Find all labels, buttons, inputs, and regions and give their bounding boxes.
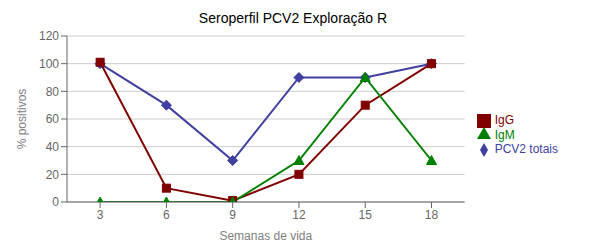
html-text:Seroperfil PCV2 Exploração R: Seroperfil PCV2 Exploração R <box>198 10 388 26</box>
svg-text:20: 20 <box>46 168 60 182</box>
svg-text:% positivos: % positivos <box>15 89 29 150</box>
html-text:IgM: IgM <box>494 127 515 142</box>
svg-text:60: 60 <box>46 112 60 126</box>
svg-text:100: 100 <box>39 57 59 71</box>
svg-text:3: 3 <box>97 208 104 222</box>
svg-text:0: 0 <box>52 195 59 209</box>
svg-text:80: 80 <box>46 85 60 99</box>
svg-text:Semanas de vida: Semanas de vida <box>219 229 312 242</box>
svg-text:15: 15 <box>359 208 373 222</box>
svg-text:9: 9 <box>229 208 236 222</box>
svg-text:18: 18 <box>425 208 439 222</box>
svg-text:120: 120 <box>39 29 59 43</box>
html-text:IgG: IgG <box>494 112 514 127</box>
svg-text:6: 6 <box>163 208 170 222</box>
svg-text:40: 40 <box>46 140 60 154</box>
svg-text:12: 12 <box>292 208 306 222</box>
html-text:PCV2 totais: PCV2 totais <box>494 142 558 157</box>
